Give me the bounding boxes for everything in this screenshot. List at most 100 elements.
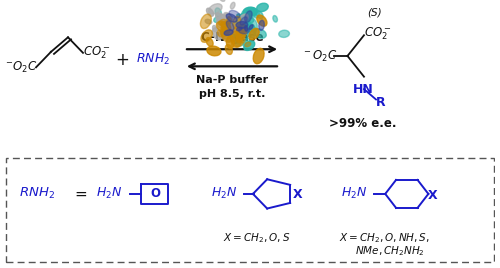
Ellipse shape bbox=[216, 21, 231, 33]
Ellipse shape bbox=[218, 30, 222, 37]
Text: HN: HN bbox=[352, 83, 373, 96]
Ellipse shape bbox=[224, 13, 230, 17]
Ellipse shape bbox=[215, 8, 222, 17]
Ellipse shape bbox=[224, 30, 233, 35]
Ellipse shape bbox=[236, 23, 242, 31]
Ellipse shape bbox=[221, 29, 232, 42]
Text: O: O bbox=[150, 187, 160, 200]
Text: Na-P buffer: Na-P buffer bbox=[196, 75, 268, 85]
Text: X: X bbox=[428, 189, 437, 202]
Ellipse shape bbox=[254, 11, 260, 18]
Ellipse shape bbox=[244, 25, 248, 31]
Ellipse shape bbox=[205, 19, 212, 24]
Ellipse shape bbox=[212, 28, 222, 40]
Ellipse shape bbox=[201, 30, 212, 42]
Ellipse shape bbox=[254, 29, 266, 38]
Ellipse shape bbox=[246, 23, 256, 38]
Text: $X = CH_2, O, NH, S,$: $X = CH_2, O, NH, S,$ bbox=[339, 231, 430, 245]
Ellipse shape bbox=[236, 31, 244, 43]
Ellipse shape bbox=[238, 14, 248, 24]
Text: $^-O_2C$: $^-O_2C$ bbox=[302, 49, 338, 64]
Ellipse shape bbox=[256, 3, 268, 12]
Text: >99% e.e.: >99% e.e. bbox=[329, 117, 396, 130]
Ellipse shape bbox=[224, 13, 233, 24]
Ellipse shape bbox=[244, 41, 255, 50]
Ellipse shape bbox=[236, 22, 248, 28]
Ellipse shape bbox=[246, 9, 256, 16]
Text: =: = bbox=[74, 187, 88, 201]
Ellipse shape bbox=[218, 20, 223, 25]
Ellipse shape bbox=[239, 28, 246, 33]
Text: $CO_2^-$: $CO_2^-$ bbox=[364, 25, 392, 42]
Ellipse shape bbox=[234, 16, 248, 31]
Ellipse shape bbox=[220, 21, 230, 36]
Text: pH 8.5, r.t.: pH 8.5, r.t. bbox=[199, 89, 265, 99]
Ellipse shape bbox=[219, 15, 226, 19]
Ellipse shape bbox=[238, 14, 246, 20]
Ellipse shape bbox=[236, 27, 242, 31]
Ellipse shape bbox=[235, 34, 248, 46]
FancyBboxPatch shape bbox=[6, 158, 494, 262]
Ellipse shape bbox=[245, 42, 251, 47]
Ellipse shape bbox=[216, 14, 226, 23]
Ellipse shape bbox=[226, 29, 238, 38]
Ellipse shape bbox=[240, 36, 245, 43]
Ellipse shape bbox=[242, 8, 258, 19]
Ellipse shape bbox=[219, 0, 225, 1]
Ellipse shape bbox=[229, 10, 240, 18]
Ellipse shape bbox=[221, 16, 233, 24]
Ellipse shape bbox=[256, 11, 263, 18]
Ellipse shape bbox=[231, 31, 241, 47]
Text: $^-\!O_2C$: $^-\!O_2C$ bbox=[4, 60, 38, 75]
Text: $X = CH_2, O, S$: $X = CH_2, O, S$ bbox=[223, 231, 290, 245]
Ellipse shape bbox=[226, 21, 234, 31]
Ellipse shape bbox=[246, 17, 254, 23]
Ellipse shape bbox=[244, 11, 252, 22]
Ellipse shape bbox=[249, 25, 253, 29]
Ellipse shape bbox=[243, 38, 250, 47]
Text: C-N lyase: C-N lyase bbox=[200, 31, 264, 44]
Ellipse shape bbox=[230, 2, 235, 9]
Ellipse shape bbox=[231, 23, 246, 36]
Ellipse shape bbox=[214, 16, 222, 23]
Text: R: R bbox=[376, 96, 386, 109]
Ellipse shape bbox=[222, 23, 228, 31]
Ellipse shape bbox=[243, 7, 257, 16]
Ellipse shape bbox=[206, 38, 213, 46]
Ellipse shape bbox=[226, 44, 232, 54]
Ellipse shape bbox=[220, 25, 234, 36]
Text: $H_2N$: $H_2N$ bbox=[340, 186, 367, 202]
Ellipse shape bbox=[240, 13, 250, 24]
Ellipse shape bbox=[236, 24, 247, 40]
Text: $H_2N$: $H_2N$ bbox=[96, 186, 122, 202]
Ellipse shape bbox=[226, 36, 234, 49]
Ellipse shape bbox=[222, 27, 228, 33]
Ellipse shape bbox=[228, 24, 240, 34]
Ellipse shape bbox=[218, 19, 226, 25]
Ellipse shape bbox=[231, 26, 242, 39]
Ellipse shape bbox=[253, 48, 264, 64]
Ellipse shape bbox=[248, 18, 258, 32]
Text: +: + bbox=[116, 51, 130, 69]
Ellipse shape bbox=[237, 14, 242, 19]
Ellipse shape bbox=[206, 8, 214, 16]
Ellipse shape bbox=[220, 22, 226, 28]
Ellipse shape bbox=[279, 30, 289, 38]
Text: $RNH_2$: $RNH_2$ bbox=[18, 186, 55, 202]
Ellipse shape bbox=[238, 28, 242, 36]
Ellipse shape bbox=[249, 28, 259, 40]
Ellipse shape bbox=[200, 14, 211, 29]
Ellipse shape bbox=[227, 17, 232, 24]
Ellipse shape bbox=[207, 46, 221, 56]
Ellipse shape bbox=[245, 22, 251, 32]
Text: X: X bbox=[292, 188, 302, 201]
Ellipse shape bbox=[221, 22, 228, 27]
Ellipse shape bbox=[224, 17, 230, 26]
Ellipse shape bbox=[257, 15, 267, 26]
Ellipse shape bbox=[238, 28, 250, 34]
Ellipse shape bbox=[232, 35, 242, 44]
Text: $H_2N$: $H_2N$ bbox=[211, 186, 237, 202]
Ellipse shape bbox=[220, 28, 230, 39]
Ellipse shape bbox=[242, 22, 250, 31]
Ellipse shape bbox=[216, 13, 224, 20]
